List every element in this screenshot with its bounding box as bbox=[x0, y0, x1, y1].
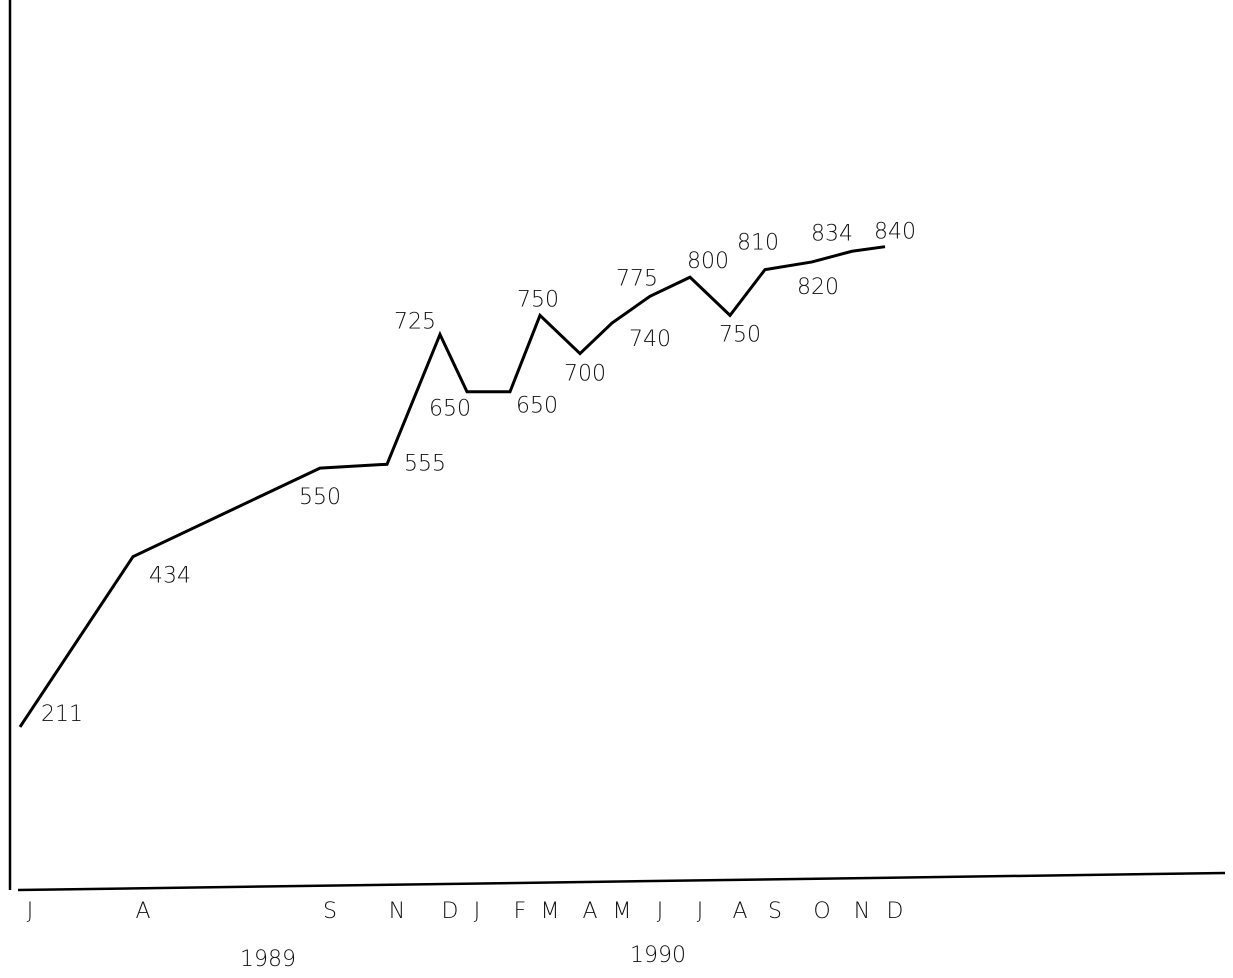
x-tick-label: J bbox=[657, 899, 664, 924]
x-tick-label: O bbox=[813, 899, 830, 924]
data-label: 750 bbox=[517, 287, 559, 312]
x-tick-label: J bbox=[697, 899, 704, 924]
data-label: 840 bbox=[874, 220, 916, 245]
x-tick-label: M bbox=[613, 899, 632, 924]
data-label: 740 bbox=[629, 327, 671, 352]
data-label: 810 bbox=[737, 231, 779, 256]
x-tick-label: D bbox=[887, 899, 904, 924]
data-label: 434 bbox=[149, 564, 191, 589]
data-label: 211 bbox=[41, 702, 83, 727]
x-tick-label: N bbox=[389, 899, 405, 924]
line bbox=[18, 245, 886, 728]
x-tick-label: N bbox=[854, 899, 870, 924]
data-label: 555 bbox=[404, 451, 446, 476]
data-label: 650 bbox=[429, 397, 471, 422]
year-label: 1989 bbox=[240, 947, 296, 972]
x-tick-label: M bbox=[541, 899, 560, 924]
data-label: 834 bbox=[811, 221, 853, 246]
data-label: 650 bbox=[516, 394, 558, 419]
x-tick-label: J bbox=[474, 899, 481, 924]
x-tick-label: A bbox=[135, 899, 150, 924]
data-label: 775 bbox=[616, 266, 658, 291]
x-tick-label: F bbox=[514, 899, 527, 924]
data-label: 700 bbox=[564, 362, 606, 387]
x-tick-label: S bbox=[768, 899, 782, 924]
data-label: 750 bbox=[719, 322, 761, 347]
data-label: 820 bbox=[797, 275, 839, 300]
data-label: 800 bbox=[687, 249, 729, 274]
year-label: 1990 bbox=[630, 943, 686, 968]
x-tick-label: J bbox=[27, 899, 34, 924]
x-tick-label: D bbox=[442, 899, 459, 924]
x-axis bbox=[17, 871, 1226, 892]
data-label: 550 bbox=[299, 485, 341, 510]
x-tick-label: A bbox=[732, 899, 747, 924]
x-tick-label: A bbox=[582, 899, 597, 924]
x-tick-label: S bbox=[323, 899, 337, 924]
data-label: 725 bbox=[394, 309, 436, 334]
